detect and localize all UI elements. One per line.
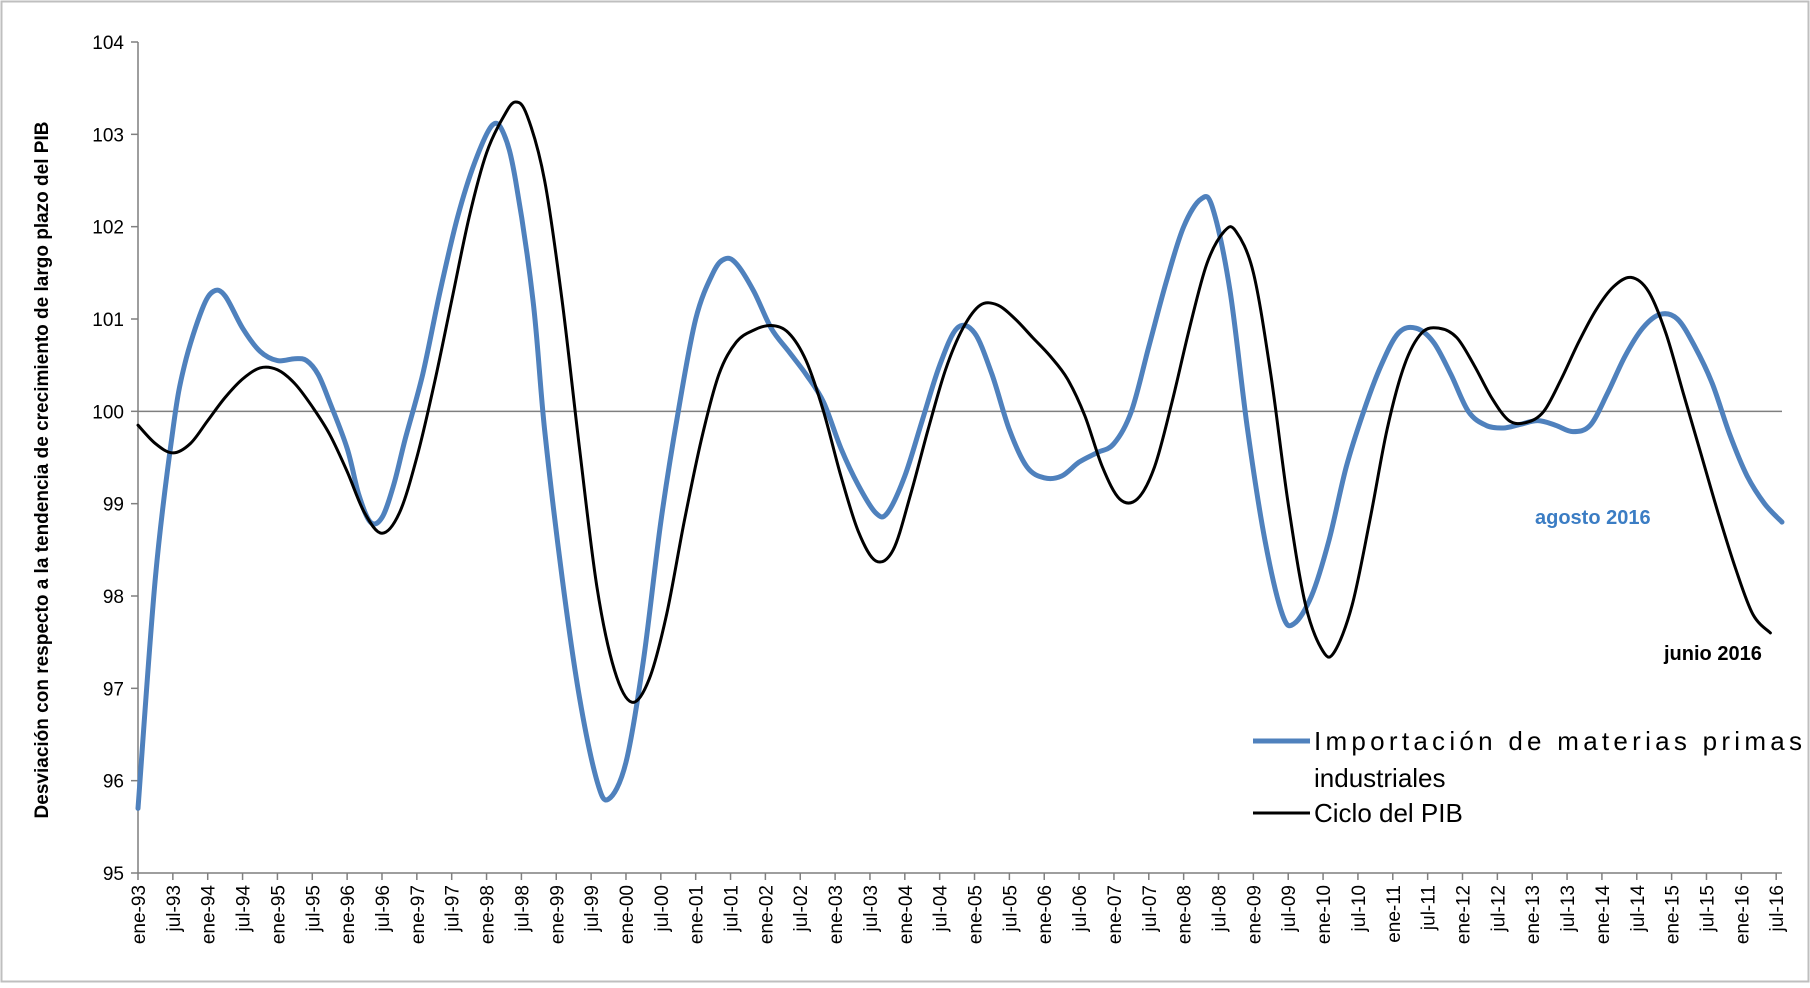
x-tick-label: jul-07 [1140,885,1161,932]
legend: Importación de materias primas industrial… [1253,726,1802,828]
y-tick-label: 104 [92,33,124,54]
x-tick-label: ene-09 [1244,885,1265,944]
y-tick-label: 101 [92,310,124,331]
y-axis-title: Desviación con respecto a la tendencia d… [32,122,53,819]
y-tick-label: 100 [92,402,124,423]
x-tick-label: jul-95 [303,885,324,932]
x-tick-label: jul-05 [1000,885,1021,932]
legend-label-importacion: Importación de materias primas industrial… [1314,726,1802,793]
x-tick-label: ene-99 [547,885,568,944]
series-line-ciclo-pib [136,100,1772,704]
annotation-black: junio 2016 [1663,643,1762,665]
x-tick-label: jul-96 [373,885,394,932]
x-tick-label: ene-96 [338,885,359,944]
series-lines [135,100,1785,811]
y-tick-label: 103 [92,125,124,146]
x-tick-label: ene-04 [896,885,917,945]
x-tick-label: ene-07 [1105,885,1126,944]
x-tick-label: jul-04 [931,885,952,933]
y-tick-labels: 95 96 97 98 99 100 101 102 103 104 [92,33,138,885]
x-tick-label: jul-93 [164,885,185,932]
x-tick-label: ene-08 [1175,885,1196,944]
x-tick-labels: ene-93 jul-93 ene-94 jul-94 ene-95 jul-95 ene-… [129,873,1788,944]
x-tick-label: ene-02 [756,885,777,944]
x-tick-label: ene-94 [199,885,220,945]
annotation-blue: agosto 2016 [1535,507,1651,529]
x-tick-label: jul-13 [1558,885,1579,932]
x-tick-label: ene-03 [826,885,847,944]
x-tick-label: jul-97 [443,885,464,932]
x-tick-label: ene-13 [1523,885,1544,944]
x-tick-label: jul-01 [722,885,743,932]
x-tick-label: ene-14 [1593,885,1614,945]
y-tick-label: 98 [103,587,124,608]
x-tick-label: jul-02 [791,885,812,932]
x-tick-label: jul-00 [652,885,673,932]
x-tick-label: ene-11 [1384,885,1405,943]
legend-label-ciclo-pib: Ciclo del PIB [1314,798,1463,828]
x-tick-label: jul-08 [1210,885,1231,932]
x-tick-label: jul-11 [1419,885,1440,931]
y-tick-label: 95 [103,864,124,885]
x-tick-label: ene-01 [687,885,708,944]
x-tick-label: ene-97 [408,885,429,944]
x-tick-label: jul-99 [582,885,603,932]
x-tick-label: ene-95 [268,885,289,944]
x-tick-label: ene-10 [1314,885,1335,944]
x-tick-label: ene-16 [1732,885,1753,944]
y-tick-label: 102 [92,218,124,239]
x-tick-label: jul-12 [1488,885,1509,932]
x-tick-label: jul-03 [861,885,882,932]
x-tick-label: jul-94 [234,885,255,933]
x-tick-label: jul-06 [1070,885,1091,932]
x-tick-label: jul-98 [512,885,533,932]
x-tick-label: jul-10 [1349,885,1370,932]
y-tick-label: 97 [103,679,124,700]
x-tick-label: ene-93 [129,885,150,944]
series-line-importacion [135,120,1785,811]
x-tick-label: jul-14 [1628,885,1649,933]
y-tick-label: 96 [103,772,124,793]
x-tick-label: jul-15 [1697,885,1718,932]
y-tick-label: 99 [103,495,124,516]
x-tick-label: ene-00 [617,885,638,944]
x-tick-label: jul-09 [1279,885,1300,932]
x-tick-label: ene-05 [966,885,987,944]
x-tick-label: ene-98 [478,885,499,944]
x-tick-label: ene-06 [1035,885,1056,944]
x-tick-label: ene-12 [1453,885,1474,944]
x-tick-label: jul-16 [1767,885,1788,932]
x-tick-label: ene-15 [1663,885,1684,944]
